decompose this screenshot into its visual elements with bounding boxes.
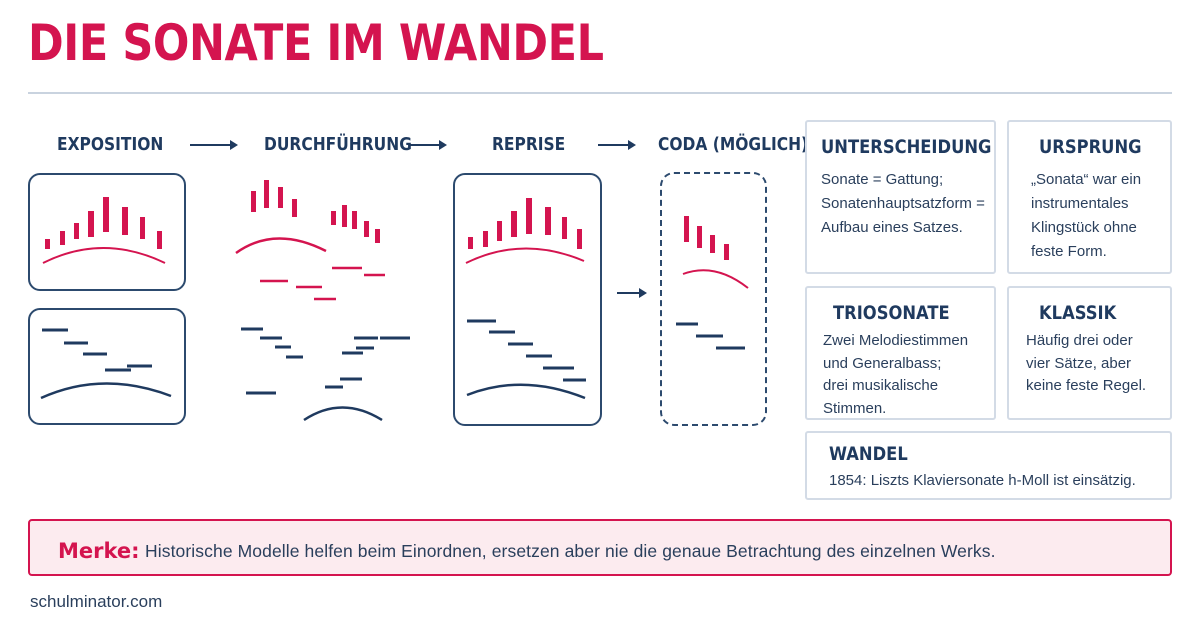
stage-label-exposition: EXPOSITION: [57, 134, 164, 155]
card-title: URSPRUNG: [1039, 136, 1142, 158]
card-title: KLASSIK: [1039, 302, 1117, 324]
coda-box: [660, 172, 767, 426]
stage-label-coda: CODA (MÖGLICH): [658, 134, 809, 155]
card-title: WANDEL: [829, 443, 908, 465]
theme2-motif-illustration: [40, 328, 172, 400]
merke-label: Merke:: [58, 539, 140, 563]
theme1-motif-illustration: [42, 197, 166, 264]
card-ursprung: URSPRUNG „Sonata“ war ein instrumentales…: [1007, 120, 1172, 274]
card-unterscheidung: UNTERSCHEIDUNG Sonate = Gattung; Sonaten…: [805, 120, 996, 274]
page-title: DIE SONATE IM WANDEL: [28, 14, 604, 72]
exposition-theme2-box: [28, 308, 186, 425]
card-text: Sonate = Gattung; Sonatenhauptsatzform =…: [821, 171, 985, 236]
arrow-right-icon: [409, 140, 447, 150]
card-title: TRIOSONATE: [833, 302, 950, 324]
arrow-right-icon: [190, 140, 238, 150]
card-klassik: KLASSIK Häufig drei oder vier Sätze, abe…: [1007, 286, 1172, 420]
merke-text: Historische Modelle helfen beim Einordne…: [145, 541, 996, 561]
title-divider: [28, 92, 1172, 94]
card-text: „Sonata“ war ein instrumentales Klingstü…: [1031, 171, 1142, 260]
footer-site: schulminator.com: [30, 592, 163, 611]
arrow-right-icon: [598, 140, 636, 150]
card-wandel: WANDEL 1854: Liszts Klaviersonate h-Moll…: [805, 431, 1172, 500]
card-text: Zwei Melodiestimmen und Generalbass; dre…: [823, 332, 969, 417]
coda-illustration: [676, 216, 749, 350]
merke-callout: Merke: Historische Modelle helfen beim E…: [28, 519, 1172, 576]
reprise-illustration: [465, 198, 586, 400]
development-fragments-illustration: [235, 180, 410, 422]
stage-label-reprise: REPRISE: [492, 134, 566, 155]
arrow-right-icon: [617, 288, 647, 298]
card-text: Häufig drei oder vier Sätze, aber keine …: [1026, 332, 1147, 394]
card-title: UNTERSCHEIDUNG: [821, 136, 992, 158]
card-triosonate: TRIOSONATE Zwei Melodiestimmen und Gener…: [805, 286, 996, 420]
card-text: 1854: Liszts Klaviersonate h-Moll ist ei…: [829, 472, 1136, 489]
stage-label-durchfuehrung: DURCHFÜHRUNG: [264, 134, 412, 155]
